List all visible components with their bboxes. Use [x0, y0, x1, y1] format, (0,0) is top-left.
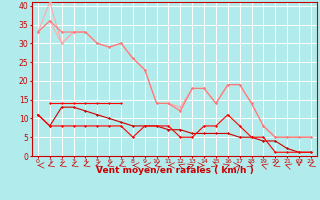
X-axis label: Vent moyen/en rafales ( km/h ): Vent moyen/en rafales ( km/h )	[96, 166, 253, 175]
